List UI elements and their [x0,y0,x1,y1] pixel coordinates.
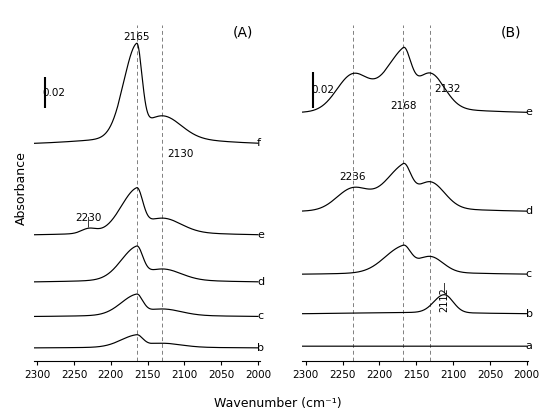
Text: 2112: 2112 [439,287,449,312]
Text: e: e [257,230,264,240]
Text: d: d [257,277,264,287]
Text: a: a [526,341,532,351]
Text: e: e [526,107,532,117]
Text: (A): (A) [233,25,253,39]
Text: |: | [443,282,446,293]
Text: 0.02: 0.02 [311,85,334,95]
Y-axis label: Absorbance: Absorbance [15,151,28,225]
Text: 2168: 2168 [390,101,416,111]
Text: 2130: 2130 [167,149,193,159]
Text: 2230: 2230 [75,213,102,224]
Text: (B): (B) [501,25,522,39]
Text: 2132: 2132 [434,85,461,95]
Text: 2236: 2236 [340,172,366,182]
Text: |: | [87,217,90,227]
Text: f: f [257,138,261,148]
Text: 0.02: 0.02 [42,88,65,97]
Text: b: b [526,309,533,319]
Text: b: b [257,343,264,353]
Text: Wavenumber (cm⁻¹): Wavenumber (cm⁻¹) [214,397,341,410]
Text: 2165: 2165 [123,32,150,42]
Text: d: d [526,206,533,216]
Text: c: c [526,269,532,279]
Text: c: c [257,312,263,321]
